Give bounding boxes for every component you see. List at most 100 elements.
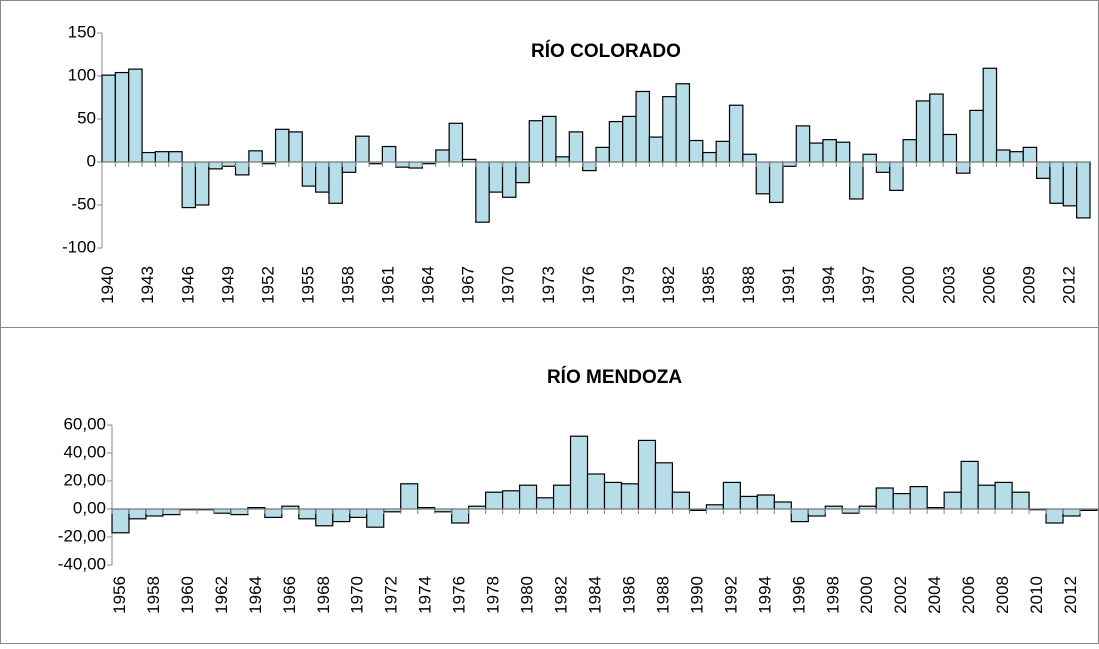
bar [208,161,223,170]
x-tick-label: 1978 [484,576,503,614]
x-tick-label: 1943 [138,266,157,304]
bar [637,439,657,510]
bar [141,151,157,163]
bar [662,96,677,163]
bar [535,497,555,510]
bar [1049,161,1064,204]
y-tick-label: 0 [87,151,96,170]
bar [790,508,809,523]
x-tick-label: 1986 [619,576,638,614]
bar [181,161,197,209]
bar [995,149,1011,163]
x-tick-label: 1966 [280,576,299,614]
y-tick-label: 0,00 [73,498,106,517]
bar [702,151,717,163]
bar [234,161,250,176]
bar [1045,508,1064,524]
bar [849,161,864,200]
bar [909,486,928,510]
bar [328,161,343,204]
x-tick-label: 1973 [539,266,558,304]
bar [488,161,504,193]
bar [955,161,971,174]
x-tick-label: 1972 [382,576,401,614]
bar [929,93,944,163]
y-tick-label: -100 [62,237,96,256]
bar [541,115,557,163]
bar [230,508,249,516]
bar [768,161,784,204]
bar [154,151,170,163]
bar [809,142,824,163]
x-tick-label: 2000 [857,576,876,614]
y-tick-label: 100 [68,65,96,84]
x-tick-label: 1991 [779,266,798,304]
bar [518,484,538,510]
x-tick-label: 1994 [819,266,838,304]
bar [1062,161,1078,207]
bar [341,161,357,173]
x-tick-label: 2006 [959,576,978,614]
bar [841,508,860,514]
x-tick-label: 1992 [721,576,740,614]
bar [875,161,891,173]
bar [822,139,837,163]
y-tick-label: -40,00 [58,554,106,573]
bar [586,473,606,510]
x-tick-label: 1988 [653,576,672,614]
bar [145,508,164,517]
x-tick-label: 1958 [144,576,163,614]
x-tick-label: 1970 [348,576,367,614]
bar [366,508,385,528]
x-tick-label: 2008 [993,576,1012,614]
bar [742,153,757,163]
x-tick-label: 1976 [579,266,598,304]
x-tick-label: 1946 [178,266,197,304]
x-tick-label: 1988 [739,266,758,304]
x-tick-label: 1982 [659,266,678,304]
bar [715,140,731,163]
bar [194,161,210,206]
x-tick-label: 1940 [98,266,117,304]
bar [274,128,290,163]
x-tick-label: 1955 [298,266,317,304]
bar [977,484,996,510]
y-tick-label: -20,00 [58,526,106,545]
bar [451,508,470,524]
bar [603,481,623,510]
x-tick-label: 2002 [891,576,910,614]
bar [862,153,877,163]
y-tick-label: 150 [68,22,96,41]
bar [101,74,116,163]
bar [889,161,904,191]
x-tick-label: 1980 [518,576,537,614]
bar [982,67,998,163]
bar [355,135,370,163]
x-tick-label: 1984 [585,576,604,614]
bar [301,161,317,187]
bar [400,483,419,510]
x-tick-label: 2003 [939,266,958,304]
bar [448,122,464,163]
bar [248,150,263,163]
bar [648,136,664,163]
bar [892,493,911,510]
x-tick-label: 2000 [899,266,918,304]
bar [622,115,637,163]
x-tick-label: 1964 [419,266,438,304]
bar [675,83,691,163]
bar [1076,161,1091,219]
bar [128,68,143,163]
bar [654,462,674,510]
x-tick-label: 2006 [979,266,998,304]
bar [969,109,984,163]
bar [755,161,771,195]
x-tick-label: 1998 [823,576,842,614]
bar [807,508,826,517]
bar [568,131,584,163]
x-tick-label: 1960 [178,576,197,614]
x-tick-label: 1970 [499,266,518,304]
bar [942,133,958,163]
bar [608,120,624,163]
